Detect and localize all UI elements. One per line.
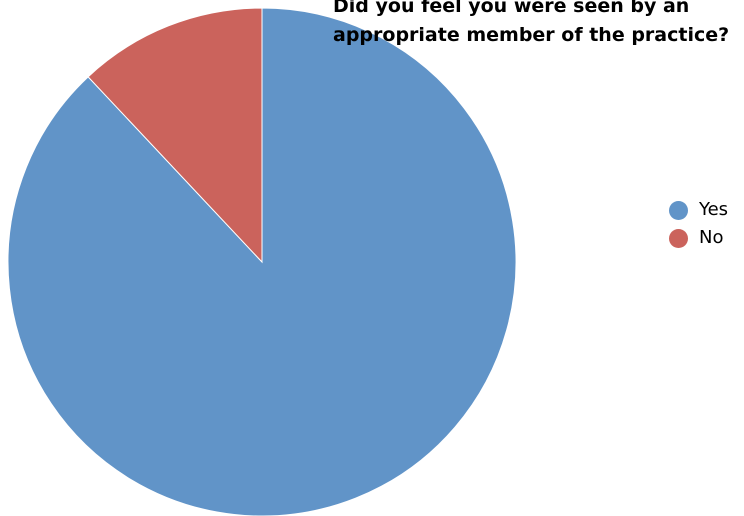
legend-swatch-no: [669, 228, 688, 248]
chart-title: Did you feel you were seen by an appropr…: [333, 0, 730, 46]
pie-slices: [7, 7, 517, 516]
pie-slice-no: [87, 7, 263, 264]
legend: Yes No: [669, 196, 728, 252]
legend-item-no: No: [669, 224, 728, 252]
legend-label-no: No: [699, 227, 724, 248]
legend-label-yes: Yes: [699, 199, 729, 220]
legend-swatch-yes: [669, 200, 688, 220]
legend-item-yes: Yes: [669, 196, 728, 224]
